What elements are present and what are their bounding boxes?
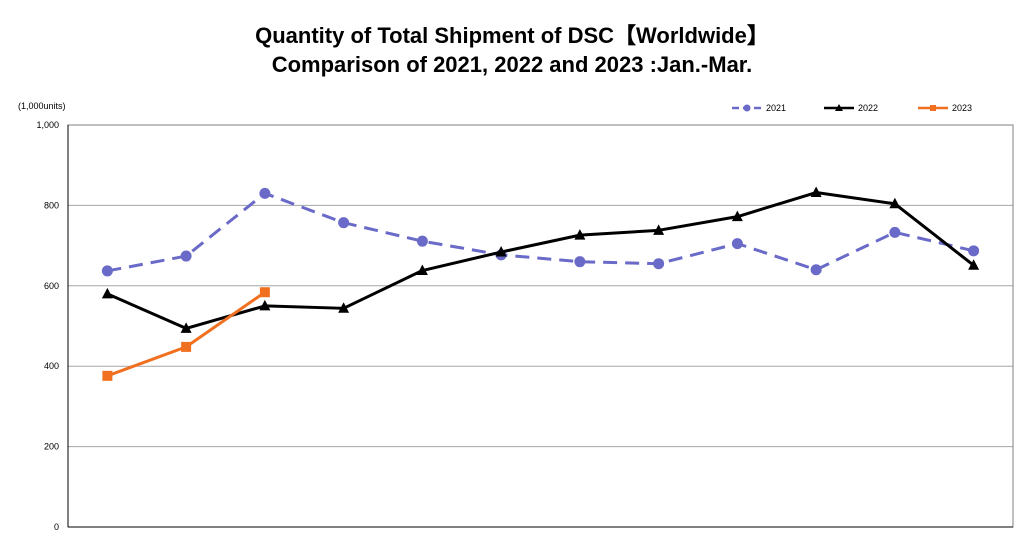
data-point-2022-9 (731, 210, 743, 222)
series-layer (101, 186, 980, 381)
y-tick-label: 1,000 (36, 120, 59, 130)
y-tick-label: 400 (44, 361, 59, 371)
series-line-2022 (106, 191, 975, 330)
legend-label-2022: 2022 (858, 103, 878, 113)
legend-marker-2023 (930, 105, 936, 111)
legend-item-2023: 2023 (918, 103, 972, 113)
legend-label-2023: 2023 (952, 103, 972, 113)
data-point-2022-5 (416, 264, 428, 276)
data-point-2021-5 (416, 235, 428, 247)
chart-title-line1: Quantity of Total Shipment of DSC【Worldw… (255, 23, 769, 48)
legend-item-2022: 2022 (824, 103, 878, 113)
legend: 2021 2022 2023 (732, 103, 972, 113)
data-point-2022-11 (889, 197, 901, 209)
data-point-2022-10 (810, 186, 822, 198)
series-line-2021 (107, 191, 974, 273)
data-point-2022-7 (574, 229, 586, 240)
data-point-2022-2 (180, 322, 192, 333)
grid (68, 124, 1013, 448)
plot-border (67, 124, 1014, 528)
legend-label-2021: 2021 (766, 103, 786, 113)
data-point-2022-12 (968, 259, 980, 270)
data-point-2021-3 (259, 187, 271, 199)
data-point-2022-4 (338, 302, 350, 313)
y-tick-label: 0 (54, 522, 59, 532)
data-point-2021-8 (653, 258, 665, 270)
series-2023 (102, 287, 270, 381)
data-point-2022-8 (653, 224, 665, 235)
data-point-2022-3 (259, 299, 271, 311)
legend-marker-2022 (835, 104, 843, 111)
y-tick-label: 600 (44, 281, 59, 291)
legend-marker-2021 (743, 104, 751, 112)
series-2022 (101, 186, 980, 333)
y-tick-label: 800 (44, 200, 59, 210)
data-point-2021-1 (101, 265, 113, 277)
data-point-2021-7 (574, 256, 586, 268)
data-point-2021-10 (810, 264, 822, 276)
data-point-2023-1 (102, 370, 113, 381)
data-point-2021-2 (180, 250, 192, 262)
y-ticks: 0 200 400 600 800 1,000 (36, 120, 59, 532)
axes (67, 124, 1014, 528)
data-point-2021-12 (968, 245, 980, 257)
data-point-2022-1 (101, 287, 113, 299)
series-2021 (101, 187, 980, 277)
data-point-2023-3 (259, 287, 270, 298)
data-point-2022-6 (495, 246, 507, 257)
chart-title-line2: Comparison of 2021, 2022 and 2023 :Jan.-… (271, 52, 753, 77)
legend-item-2021: 2021 (732, 103, 786, 113)
y-tick-label: 200 (44, 442, 59, 452)
y-axis-label: (1,000units) (18, 101, 66, 111)
data-point-2021-9 (731, 238, 743, 250)
data-point-2021-4 (338, 217, 350, 229)
data-point-2023-2 (181, 341, 192, 352)
data-point-2021-11 (889, 226, 901, 238)
